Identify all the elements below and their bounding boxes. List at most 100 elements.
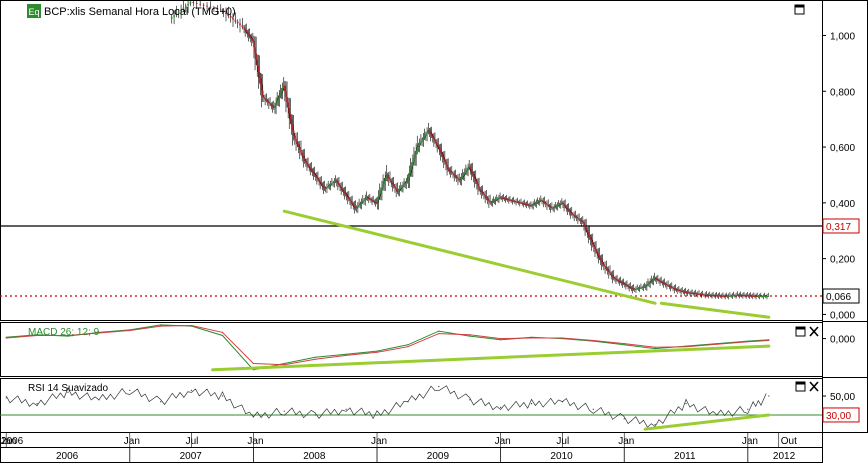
- price-candle: [605, 267, 608, 269]
- maximize-icon: [795, 326, 806, 337]
- price-candle: [678, 289, 680, 291]
- price-candle: [749, 295, 752, 297]
- price-candle: [694, 293, 697, 295]
- price-candle: [431, 135, 434, 138]
- price-candle: [376, 199, 379, 203]
- price-candle: [512, 200, 515, 202]
- price-candle: [569, 211, 572, 213]
- rsi-pane-maximize-button[interactable]: [795, 381, 806, 392]
- macd-point: [500, 337, 502, 340]
- rsi-point: [376, 414, 378, 416]
- price-candle: [461, 175, 464, 178]
- price-candle: [578, 218, 580, 220]
- price-candle: [311, 170, 314, 172]
- eq-badge[interactable]: [27, 4, 41, 18]
- price-candle: [468, 166, 470, 169]
- price-candle: [568, 210, 571, 212]
- price-candle: [501, 197, 504, 199]
- macd-trendline: [211, 344, 771, 372]
- price-candle: [306, 162, 308, 165]
- price-candle: [531, 205, 533, 207]
- price-candle: [725, 295, 728, 297]
- price-candle: [335, 180, 338, 183]
- price-candle: [722, 295, 724, 297]
- price-candle: [441, 154, 444, 157]
- price-candle: [423, 135, 426, 138]
- price-candle: [227, 14, 230, 16]
- year-label: 2008: [303, 451, 326, 462]
- price-candle: [553, 207, 555, 209]
- price-candle: [673, 288, 676, 290]
- price-candle: [206, 5, 208, 7]
- price-candle: [672, 287, 674, 289]
- price-candle: [651, 280, 654, 282]
- rsi-legend[interactable]: RSI 14 Suavizado: [28, 383, 108, 394]
- price-candle: [472, 174, 475, 177]
- price-candle: [199, 3, 201, 5]
- price-candle: [737, 294, 740, 296]
- price-candle: [444, 159, 446, 162]
- price-candle: [284, 85, 286, 92]
- macd-point: [36, 334, 38, 337]
- macd-tick-label: 0,000: [830, 335, 855, 346]
- macd-point: [716, 343, 718, 345]
- price-candle: [382, 184, 384, 188]
- price-candle: [301, 152, 304, 156]
- price-candle: [478, 186, 480, 189]
- price-candle: [448, 169, 451, 171]
- macd-point: [376, 350, 378, 352]
- year-label: 2006: [56, 451, 79, 462]
- close-icon: [809, 381, 819, 392]
- price-candle: [289, 113, 292, 120]
- price-candle: [510, 200, 512, 202]
- price-candle: [637, 288, 640, 290]
- macd-point: [5, 337, 7, 339]
- rsi-point: [283, 410, 285, 412]
- price-candle: [764, 296, 767, 298]
- price-candle: [635, 288, 637, 290]
- year-label: 2012: [773, 451, 796, 462]
- price-candle: [753, 295, 755, 297]
- price-candle: [280, 90, 283, 94]
- price-candle: [517, 201, 520, 203]
- price-candle: [295, 138, 297, 142]
- macd-pane-maximize-button[interactable]: [795, 326, 806, 337]
- chart-title: BCP:xlis Semanal Hora Local (TMG+0): [44, 6, 236, 18]
- price-candle: [502, 197, 505, 199]
- macd-legend[interactable]: MACD 26; 12; 9: [28, 327, 100, 338]
- price-candle: [713, 295, 715, 297]
- price-candle: [518, 202, 521, 204]
- price-candle: [195, 2, 198, 4]
- price-candle: [628, 286, 630, 288]
- price-candle: [453, 174, 456, 176]
- price-candle: [486, 198, 489, 200]
- price-candle: [348, 197, 350, 200]
- maximize-icon: [795, 381, 806, 392]
- price-candle: [479, 188, 482, 191]
- price-candle: [329, 184, 332, 186]
- price-candle: [369, 198, 371, 200]
- price-candle: [256, 59, 259, 66]
- price-candle: [339, 185, 341, 187]
- price-candle: [609, 271, 611, 274]
- price-candle: [586, 229, 589, 233]
- price-candle: [729, 295, 731, 297]
- price-candle: [303, 158, 306, 161]
- price-candle: [573, 214, 575, 216]
- price-candle: [399, 187, 402, 190]
- price-candle: [679, 290, 681, 292]
- macd-pane-close-button[interactable]: [809, 326, 819, 337]
- rsi-pane-close-button[interactable]: [809, 381, 819, 392]
- macd-point: [438, 333, 440, 335]
- price-candle: [409, 169, 412, 174]
- price-candle: [504, 198, 507, 200]
- price-pane-maximize-button[interactable]: [794, 4, 805, 15]
- price-candle: [646, 284, 648, 286]
- price-candle: [659, 280, 661, 282]
- price-candle: [612, 276, 615, 279]
- price-candle: [667, 284, 669, 286]
- price-candle: [454, 175, 457, 177]
- rsi-point: [36, 403, 38, 405]
- price-candle: [541, 200, 543, 202]
- price-candle: [265, 99, 268, 101]
